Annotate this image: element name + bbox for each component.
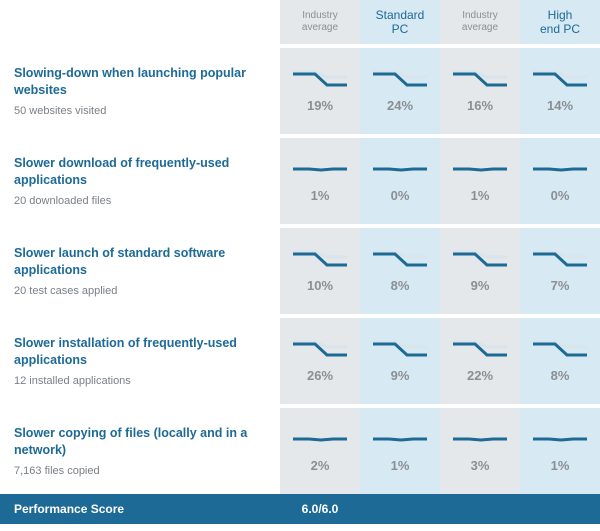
metric-value-cell: 1%	[440, 138, 520, 224]
sparkline-icon	[531, 428, 589, 450]
metric-value-cell: 22%	[440, 318, 520, 404]
sparkline-icon	[531, 68, 589, 90]
metric-description: Slower launch of standard software appli…	[0, 228, 280, 314]
metric-percent: 8%	[551, 368, 570, 383]
metric-value-cell: 3%	[440, 408, 520, 494]
header-col-0: Industryaverage	[280, 0, 360, 44]
metric-value-cell: 0%	[520, 138, 600, 224]
footer-empty	[440, 494, 520, 524]
metric-value-cell: 9%	[440, 228, 520, 314]
sparkline-icon	[291, 338, 349, 360]
sparkline-icon	[291, 158, 349, 180]
metric-row: Slower launch of standard software appli…	[0, 228, 600, 314]
metric-value-cell: 7%	[520, 228, 600, 314]
metric-value-cell: 9%	[360, 318, 440, 404]
metric-description: Slowing-down when launching popular webs…	[0, 48, 280, 134]
footer-row: Performance Score 6.0/6.0	[0, 494, 600, 524]
header-row: IndustryaverageStandardPCIndustryaverage…	[0, 0, 600, 44]
sparkline-icon	[451, 158, 509, 180]
metric-title: Slower download of frequently-used appli…	[14, 155, 270, 189]
metric-percent: 14%	[547, 98, 573, 113]
metric-value-cell: 10%	[280, 228, 360, 314]
sparkline-icon	[451, 248, 509, 270]
metric-value-cell: 14%	[520, 48, 600, 134]
metric-value-cell: 1%	[360, 408, 440, 494]
sparkline-icon	[451, 68, 509, 90]
metric-percent: 1%	[471, 188, 490, 203]
metric-percent: 7%	[551, 278, 570, 293]
metric-percent: 0%	[551, 188, 570, 203]
footer-empty	[360, 494, 440, 524]
metric-description: Slower copying of files (locally and in …	[0, 408, 280, 494]
footer-score: 6.0/6.0	[280, 494, 360, 524]
metric-sub: 20 test cases applied	[14, 285, 270, 297]
metric-value-cell: 8%	[360, 228, 440, 314]
metric-percent: 2%	[311, 458, 330, 473]
metric-description: Slower download of frequently-used appli…	[0, 138, 280, 224]
sparkline-icon	[371, 68, 429, 90]
metric-title: Slower installation of frequently-used a…	[14, 335, 270, 369]
sparkline-icon	[531, 158, 589, 180]
sparkline-icon	[371, 338, 429, 360]
metric-percent: 1%	[311, 188, 330, 203]
metric-percent: 9%	[391, 368, 410, 383]
metric-percent: 24%	[387, 98, 413, 113]
metric-value-cell: 16%	[440, 48, 520, 134]
metric-value-cell: 1%	[280, 138, 360, 224]
metric-description: Slower installation of frequently-used a…	[0, 318, 280, 404]
sparkline-icon	[371, 428, 429, 450]
metric-percent: 0%	[391, 188, 410, 203]
metric-value-cell: 19%	[280, 48, 360, 134]
sparkline-icon	[291, 248, 349, 270]
metric-value-cell: 26%	[280, 318, 360, 404]
metric-value-cell: 0%	[360, 138, 440, 224]
metric-percent: 10%	[307, 278, 333, 293]
metric-value-cell: 24%	[360, 48, 440, 134]
sparkline-icon	[451, 338, 509, 360]
metric-percent: 26%	[307, 368, 333, 383]
metric-value-cell: 1%	[520, 408, 600, 494]
metric-title: Slowing-down when launching popular webs…	[14, 65, 270, 99]
header-col-1: StandardPC	[360, 0, 440, 44]
sparkline-icon	[531, 338, 589, 360]
metric-title: Slower copying of files (locally and in …	[14, 425, 270, 459]
metric-percent: 8%	[391, 278, 410, 293]
metric-sub: 20 downloaded files	[14, 195, 270, 207]
metric-value-cell: 2%	[280, 408, 360, 494]
metric-percent: 3%	[471, 458, 490, 473]
metric-sub: 12 installed applications	[14, 375, 270, 387]
sparkline-icon	[371, 158, 429, 180]
metric-percent: 22%	[467, 368, 493, 383]
metric-percent: 9%	[471, 278, 490, 293]
sparkline-icon	[371, 248, 429, 270]
metric-row: Slowing-down when launching popular webs…	[0, 48, 600, 134]
sparkline-icon	[531, 248, 589, 270]
metric-percent: 1%	[551, 458, 570, 473]
metric-sub: 7,163 files copied	[14, 465, 270, 477]
metric-row: Slower download of frequently-used appli…	[0, 138, 600, 224]
metric-percent: 16%	[467, 98, 493, 113]
metric-sub: 50 websites visited	[14, 105, 270, 117]
metric-value-cell: 8%	[520, 318, 600, 404]
sparkline-icon	[291, 68, 349, 90]
metric-row: Slower copying of files (locally and in …	[0, 408, 600, 494]
metric-title: Slower launch of standard software appli…	[14, 245, 270, 279]
sparkline-icon	[291, 428, 349, 450]
header-col-3: Highend PC	[520, 0, 600, 44]
metric-row: Slower installation of frequently-used a…	[0, 318, 600, 404]
footer-label: Performance Score	[0, 494, 280, 524]
header-col-2: Industryaverage	[440, 0, 520, 44]
sparkline-icon	[451, 428, 509, 450]
header-spacer	[0, 0, 280, 44]
metric-percent: 19%	[307, 98, 333, 113]
footer-empty	[520, 494, 600, 524]
metric-percent: 1%	[391, 458, 410, 473]
performance-table: IndustryaverageStandardPCIndustryaverage…	[0, 0, 600, 524]
